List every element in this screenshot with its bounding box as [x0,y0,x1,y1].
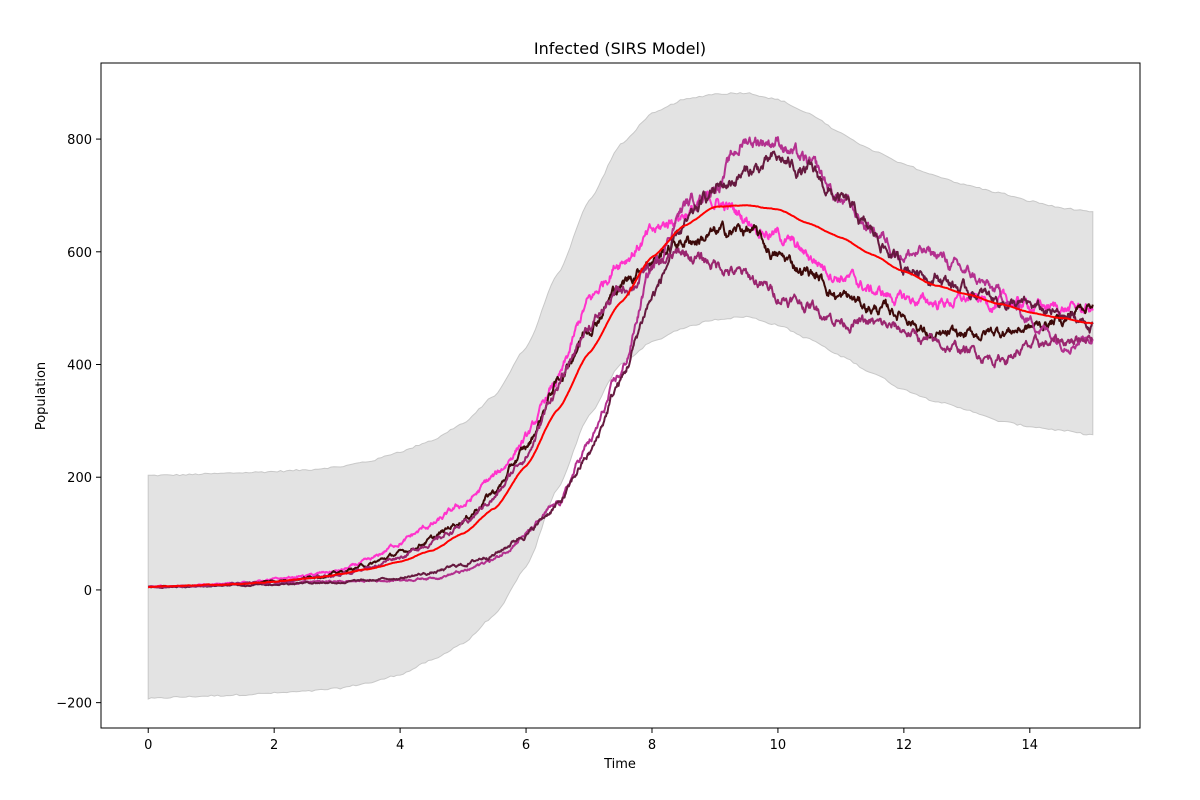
y-tick-label: 400 [67,359,92,374]
series-line-2 [147,190,1094,589]
x-tick-label: 0 [144,738,152,753]
y-tick-label: −200 [56,697,92,712]
series-layer [147,136,1094,589]
plot-frame [100,62,1141,729]
x-tick-label: 8 [648,738,656,753]
confidence-band-layer [147,92,1094,700]
x-tick-label: 14 [1022,738,1039,753]
x-tick-label: 2 [270,738,278,753]
confidence-band [147,92,1094,700]
series-line-1 [147,204,1094,589]
x-tick-label: 10 [770,738,787,753]
y-tick-label: 0 [84,584,92,599]
x-tick-label: 12 [896,738,913,753]
y-tick-label: 800 [67,133,92,148]
x-tick-label: 6 [522,738,530,753]
y-axis: −200 0 200 400 600 800 [56,133,101,712]
x-axis: 0 2 4 6 8 10 12 14 [144,728,1038,753]
chart-title: Infected (SIRS Model) [534,39,706,58]
x-tick-label: 4 [396,738,404,753]
y-tick-label: 600 [67,246,92,261]
series-line-5 [147,150,1094,589]
x-axis-label: Time [603,757,636,772]
y-axis-label: Population [34,362,49,430]
y-tick-label: 200 [67,471,92,486]
